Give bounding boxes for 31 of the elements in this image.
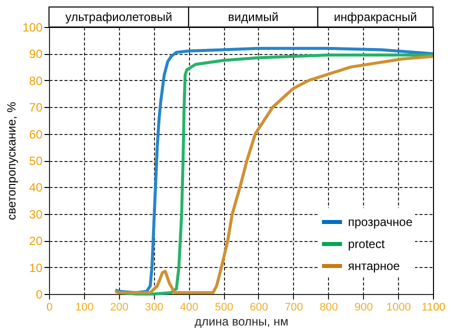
legend-label: янтарное bbox=[348, 259, 400, 273]
legend-label: protect bbox=[348, 237, 386, 251]
y-tick-label: 80 bbox=[29, 74, 43, 88]
y-tick-label: 60 bbox=[29, 127, 43, 142]
x-tick-label: 800 bbox=[320, 302, 338, 314]
x-tick-label: 1000 bbox=[386, 302, 411, 314]
x-tick-label: 700 bbox=[284, 302, 304, 314]
y-tick-label: 30 bbox=[29, 207, 43, 222]
y-tick-label: 50 bbox=[29, 154, 43, 168]
legend-label: прозрачное bbox=[348, 215, 413, 229]
y-tick-label: 40 bbox=[29, 180, 43, 195]
y-tick-label: 10 bbox=[29, 260, 43, 275]
y-tick-label: 90 bbox=[29, 47, 43, 62]
band-label: инфракрасный bbox=[334, 10, 417, 24]
x-tick-label: 100 bbox=[75, 302, 94, 314]
x-tick-label: 400 bbox=[180, 302, 198, 314]
x-tick-label: 900 bbox=[354, 302, 373, 314]
x-tick-label: 600 bbox=[250, 302, 268, 314]
band-label: видимый bbox=[228, 10, 278, 24]
y-tick-label: 0 bbox=[36, 288, 43, 302]
y-tick-label: 100 bbox=[22, 20, 43, 34]
x-tick-label: 200 bbox=[110, 302, 128, 314]
y-axis-title: светопропускание, % bbox=[4, 102, 18, 220]
band-label: ультрафиолетовый bbox=[65, 10, 172, 24]
x-tick-label: 300 bbox=[145, 302, 164, 314]
x-tick-label: 0 bbox=[46, 302, 53, 314]
y-tick-label: 70 bbox=[29, 100, 43, 115]
x-tick-label: 1100 bbox=[422, 302, 446, 314]
y-tick-label: 20 bbox=[29, 234, 43, 248]
x-tick-label: 500 bbox=[214, 302, 234, 314]
x-axis-title: длина волны, нм bbox=[194, 314, 288, 328]
